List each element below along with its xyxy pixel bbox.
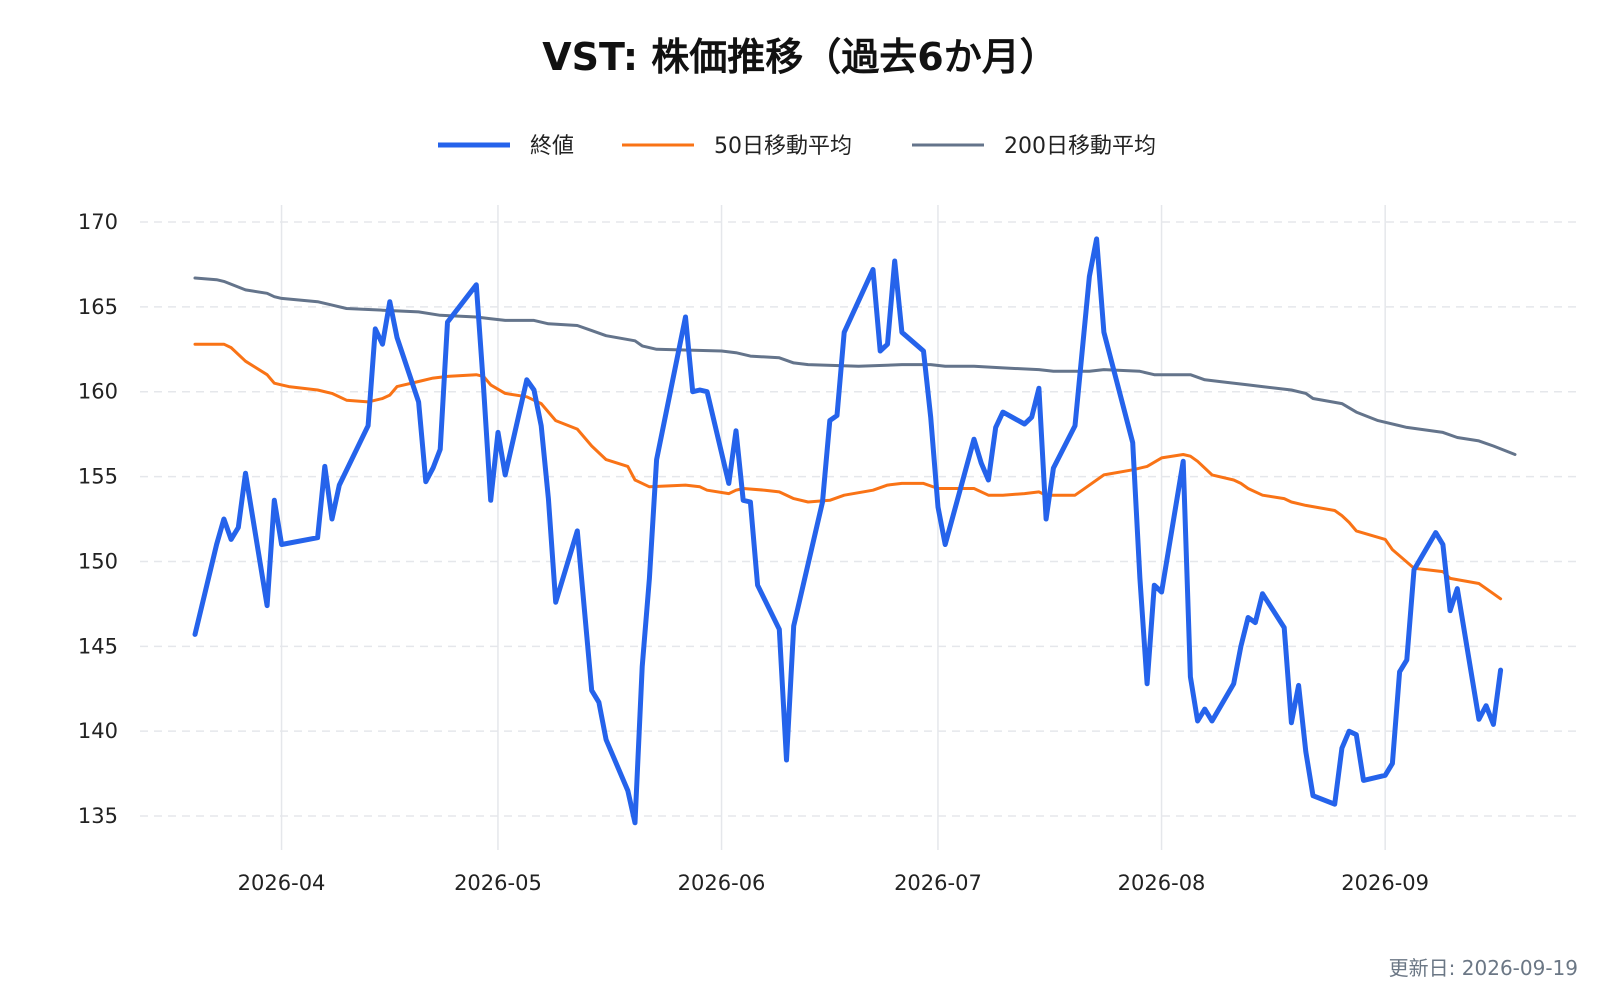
y-axis: 135 140 145 150 155 160 165 170 [78,210,118,828]
legend-label-close: 終値 [530,134,574,159]
y-tick-label: 155 [78,465,118,489]
x-tick-label: 2026-08 [1118,871,1206,895]
legend: 終値 50日移動平均 200日移動平均 [438,134,1156,159]
y-tick-label: 150 [78,549,118,573]
legend-entry-ma50[interactable]: 50日移動平均 [622,134,852,159]
y-tick-label: 145 [78,634,118,658]
legend-entry-close[interactable]: 終値 [438,134,574,159]
x-axis: 2026-04 2026-05 2026-06 2026-07 2026-08 2026-… [238,871,1429,895]
series-layer [192,236,1517,826]
y-tick-label: 160 [78,380,118,404]
x-tick-label: 2026-05 [454,871,542,895]
x-tick-label: 2026-09 [1341,871,1429,895]
legend-entry-ma200[interactable]: 200日移動平均 [912,134,1156,159]
chart-title: VST: 株価推移（過去6か月） [542,35,1058,79]
y-tick-label: 170 [78,210,118,234]
y-tick-label: 140 [78,719,118,743]
y-tick-label: 165 [78,295,118,319]
x-tick-label: 2026-07 [894,871,982,895]
x-tick-label: 2026-06 [678,871,766,895]
series-line-ma50 [193,342,1503,601]
x-tick-label: 2026-04 [238,871,326,895]
series-line-ma200 [193,276,1517,456]
series-line-close [192,236,1504,826]
legend-label-ma200: 200日移動平均 [1004,134,1156,159]
y-tick-label: 135 [78,804,118,828]
legend-label-ma50: 50日移動平均 [714,134,852,159]
updated-date: 更新日: 2026-09-19 [1389,956,1578,980]
grid [140,205,1578,850]
